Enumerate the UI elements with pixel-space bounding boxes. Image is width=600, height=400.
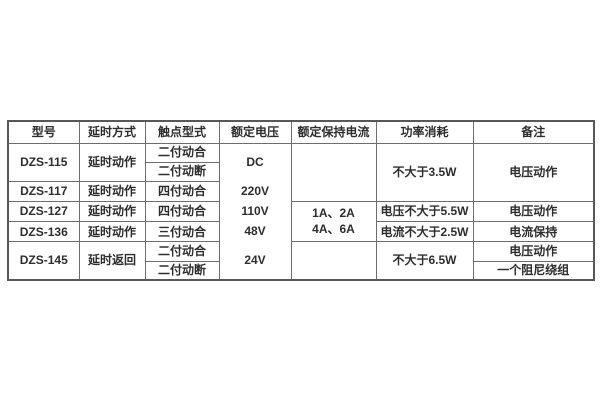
contact-cell: 二付动断: [144, 261, 220, 280]
voltage-value: 48V: [244, 224, 266, 239]
voltage-cell: DC 220V 110V 48V 24V: [218, 142, 292, 280]
row-dzs-115-a: DZS-115 延时动作 二付动合 DC 220V 110V 48V 24V 不…: [7, 142, 595, 280]
contact-cell: 四付动合: [144, 200, 220, 223]
holding-current-values: 1A、2A 4A、6A: [292, 206, 375, 236]
header-model: 型号: [7, 120, 80, 144]
note-cell: 电流保持: [472, 221, 595, 243]
delay-cell-dzs-127: 延时动作: [78, 200, 146, 223]
contact-cell: 三付动合: [144, 221, 220, 243]
model-cell-dzs-145: DZS-145: [7, 241, 80, 280]
contact-cell: 四付动合: [144, 180, 220, 202]
model-cell-dzs-136: DZS-136: [7, 221, 80, 243]
delay-cell-dzs-136: 延时动作: [78, 221, 146, 243]
voltage-value: DC: [246, 155, 264, 170]
header-remarks: 备注: [472, 120, 595, 144]
delay-cell-dzs-115: 延时动作: [78, 142, 146, 182]
contact-cell: 二付动合: [144, 142, 220, 163]
voltage-value: 24V: [244, 252, 266, 267]
row-dzs-145-a: DZS-145 延时返回 二付动合 不大于6.5W 电压动作: [7, 241, 595, 280]
holding-current-cell-empty-top: [290, 142, 377, 202]
holding-current-line: 1A、2A: [312, 206, 355, 221]
contact-cell: 二付动合: [144, 241, 220, 262]
voltage-stack: DC 220V 110V 48V 24V: [220, 144, 290, 279]
power-cell: 电压不大于5.5W: [375, 200, 474, 223]
note-cell: 电压动作: [472, 241, 595, 262]
header-rated-voltage: 额定电压: [218, 120, 292, 144]
delay-cell-dzs-145: 延时返回: [78, 241, 146, 280]
header-power-consumption: 功率消耗: [375, 120, 474, 144]
voltage-value: 110V: [241, 204, 269, 219]
model-cell-dzs-117: DZS-117: [7, 180, 80, 202]
note-cell: 电压动作: [472, 142, 595, 202]
voltage-value: 220V: [240, 184, 270, 199]
relay-spec-table: 型号 延时方式 触点型式 额定电压 额定保持电流 功率消耗 备注 DZS-115…: [7, 120, 595, 281]
header-delay-mode: 延时方式: [78, 120, 146, 144]
row-dzs-136: DZS-136 延时动作 三付动合 电流不大于2.5W 电流保持: [7, 221, 595, 243]
row-dzs-145-b: 二付动断 一个阻尼绕组: [8, 261, 595, 280]
power-cell: 不大于3.5W: [375, 142, 474, 202]
header-holding-current: 额定保持电流: [290, 120, 377, 144]
model-cell-dzs-127: DZS-127: [7, 200, 80, 223]
delay-cell-dzs-117: 延时动作: [78, 180, 146, 202]
power-cell: 不大于6.5W: [375, 241, 474, 280]
note-cell: 电压动作: [472, 200, 595, 223]
note-cell: 一个阻尼绕组: [472, 261, 595, 280]
power-cell: 电流不大于2.5W: [375, 221, 474, 243]
header-contact-type: 触点型式: [144, 120, 220, 144]
contact-cell: 二付动断: [144, 161, 220, 182]
holding-current-line: 4A、6A: [312, 221, 355, 236]
row-dzs-117: DZS-117 延时动作 四付动合: [7, 180, 594, 202]
row-dzs-127: DZS-127 延时动作 四付动合 1A、2A 4A、6A 电压不大于5.5W …: [7, 200, 595, 243]
model-cell-dzs-115: DZS-115: [7, 142, 80, 182]
holding-current-cell-empty-bottom: [290, 241, 377, 280]
header-row: 型号 延时方式 触点型式 额定电压 额定保持电流 功率消耗 备注: [7, 120, 595, 144]
holding-current-cell: 1A、2A 4A、6A: [290, 200, 377, 243]
